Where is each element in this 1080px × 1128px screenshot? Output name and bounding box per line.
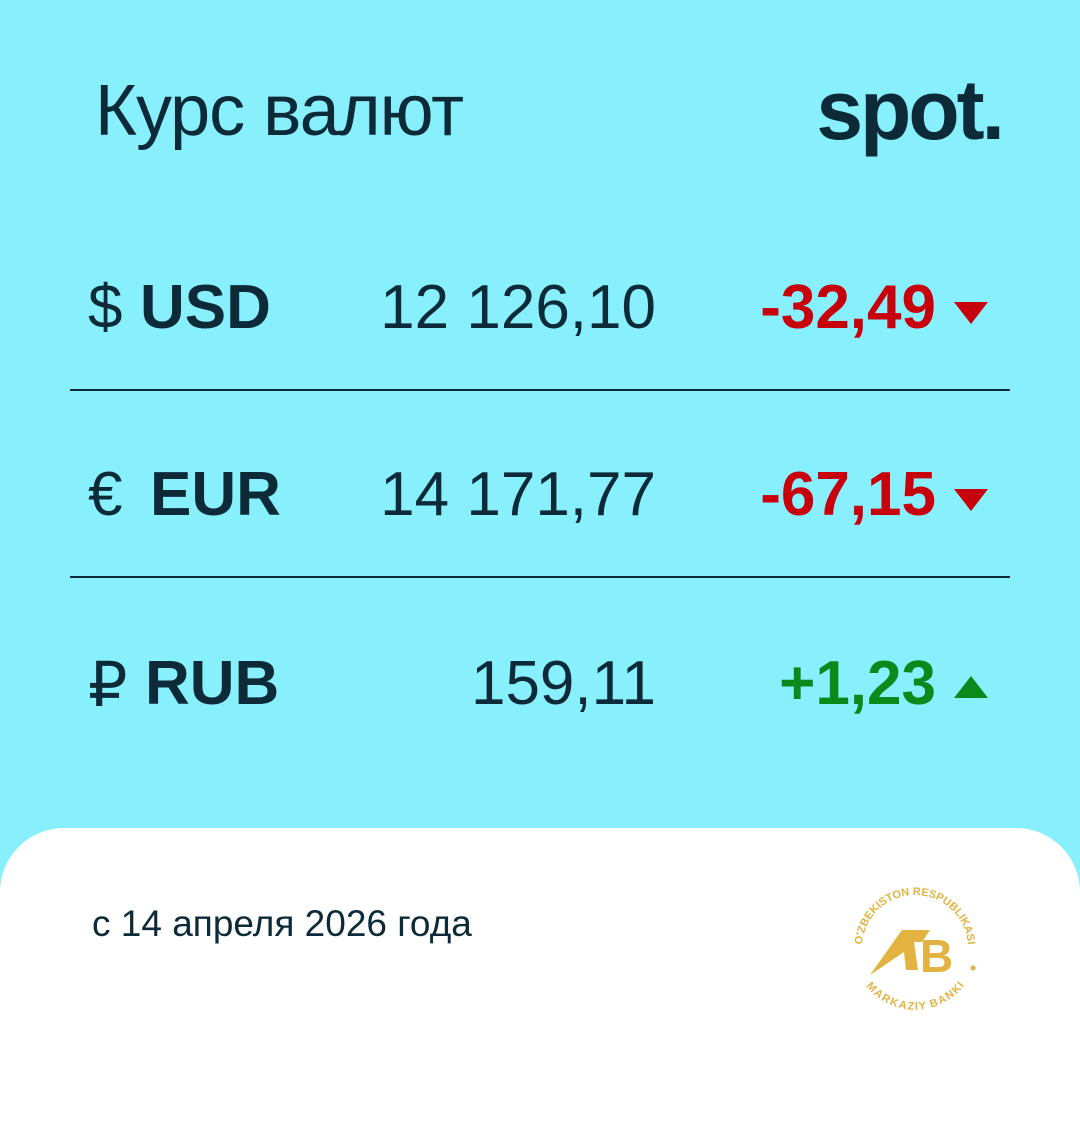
effective-date: с 14 апреля 2026 года [92, 903, 472, 944]
central-bank-seal-logo: O'ZBEKISTON RESPUBLIKASI MARKAZIY BANKI … [853, 886, 977, 1013]
rate-value: 12 126,10 [380, 273, 656, 342]
ruble-icon: ₽ [88, 651, 128, 720]
rate-row-rub: ₽ RUB 159,11 +1,23 [0, 648, 1080, 728]
dollar-icon: $ [88, 273, 123, 342]
rate-value: 14 171,77 [380, 460, 656, 529]
arrow-down-icon [954, 489, 988, 511]
euro-icon: € [88, 460, 123, 529]
currency-code: EUR [150, 460, 281, 529]
rate-change: -32,49 [760, 273, 936, 342]
spot-logo: spot. [816, 63, 1005, 157]
rate-change: -67,15 [760, 460, 936, 529]
rate-value: 159,11 [470, 649, 656, 718]
rate-change: +1,23 [779, 649, 936, 718]
divider [70, 389, 1010, 391]
arrow-down-icon [954, 302, 988, 324]
rate-row-usd: $ USD 12 126,10 -32,49 [0, 272, 1080, 352]
svg-text:MARKAZIY BANKI: MARKAZIY BANKI [864, 980, 967, 1013]
divider [70, 576, 1010, 578]
currency-code: RUB [145, 649, 280, 718]
rate-row-eur: € EUR 14 171,77 -67,15 [0, 459, 1080, 539]
currency-code: USD [140, 273, 271, 342]
arrow-up-icon [954, 676, 988, 698]
svg-text:B: B [920, 930, 953, 982]
page-title: Курс валют [95, 71, 464, 151]
footer-card: с 14 апреля 2026 года [0, 828, 1080, 1128]
